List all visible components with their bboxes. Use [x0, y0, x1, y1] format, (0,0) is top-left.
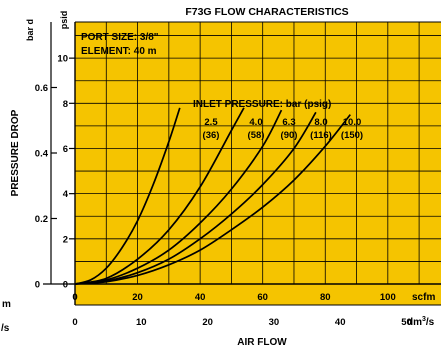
- psid-tick-label: 2: [63, 234, 68, 245]
- series-label-psig: (36): [203, 130, 220, 141]
- dm3s-tick-label: 50: [401, 317, 412, 328]
- psid-tick-label: 10: [57, 54, 68, 65]
- series-label-bar: 4.0: [249, 117, 262, 128]
- series-lines: [74, 107, 351, 285]
- scfm-tick-label: 80: [320, 292, 331, 303]
- dm3s-tick-label: 0: [72, 317, 77, 328]
- element-note: ELEMENT: 40 m: [81, 46, 157, 57]
- series-label-bar: 6.3: [282, 117, 295, 128]
- unit-bar-d: bar d: [25, 19, 35, 41]
- dm3s-tick-label: 40: [335, 317, 346, 328]
- psid-tick-label: 8: [63, 99, 68, 110]
- dm3s-tick-label: 10: [136, 317, 147, 328]
- series-label-psig: (116): [310, 130, 332, 141]
- unit-dm3s: dm3/s: [407, 316, 435, 328]
- scfm-tick-label: 0: [72, 292, 77, 303]
- scfm-tick-label: 100: [380, 292, 396, 303]
- dm3s-tick-label: 30: [269, 317, 280, 328]
- unit-superscript: 3: [422, 316, 426, 323]
- bar-tick-label: 0.4: [35, 149, 49, 160]
- legend-title: INLET PRESSURE: bar (psig): [193, 99, 331, 110]
- bar-tick-label: 0.6: [35, 83, 48, 94]
- edge-fragment-s: /s: [1, 323, 10, 334]
- series-label-psig: (58): [248, 130, 265, 141]
- series-labels: 2.5 (36) 4.0 (58) 6.3 (90) 8.0 (116) 10.0 (150): [203, 117, 364, 141]
- plot-background: [75, 22, 441, 305]
- series-label-psig: (150): [341, 130, 363, 141]
- chart-title: F73G FLOW CHARACTERISTICS: [185, 6, 348, 18]
- series-line: [74, 111, 317, 285]
- port-size-note: PORT SIZE: 3/8": [81, 32, 159, 43]
- dm3s-tick-label: 20: [202, 317, 213, 328]
- x-axis-label: AIR FLOW: [237, 337, 287, 348]
- series-line: [74, 107, 245, 285]
- series-label-psig: (90): [281, 130, 298, 141]
- edge-fragment-m: m: [2, 299, 11, 310]
- unit-scfm: scfm: [412, 292, 435, 303]
- series-label-bar: 10.0: [343, 117, 362, 128]
- psid-tick-label: 6: [63, 144, 68, 155]
- series-line: [74, 107, 181, 285]
- scfm-tick-label: 40: [195, 292, 206, 303]
- series-label-bar: 8.0: [314, 117, 327, 128]
- bar-tick-label: 0.2: [35, 214, 48, 225]
- unit-dm3s-label: dm: [407, 317, 422, 328]
- y-axis-label: PRESSURE DROP: [10, 109, 21, 196]
- series-line: [74, 109, 283, 285]
- bar-tick-label: 0: [35, 280, 40, 291]
- axes: [43, 21, 441, 306]
- psid-tick-label: 0: [63, 280, 68, 291]
- unit-psid: psid: [59, 11, 69, 30]
- psid-tick-label: 4: [63, 189, 69, 200]
- series-label-bar: 2.5: [204, 117, 218, 128]
- series-line: [74, 114, 351, 285]
- scfm-tick-label: 60: [257, 292, 268, 303]
- scfm-tick-label: 20: [132, 292, 143, 303]
- unit-rest: /s: [426, 317, 435, 328]
